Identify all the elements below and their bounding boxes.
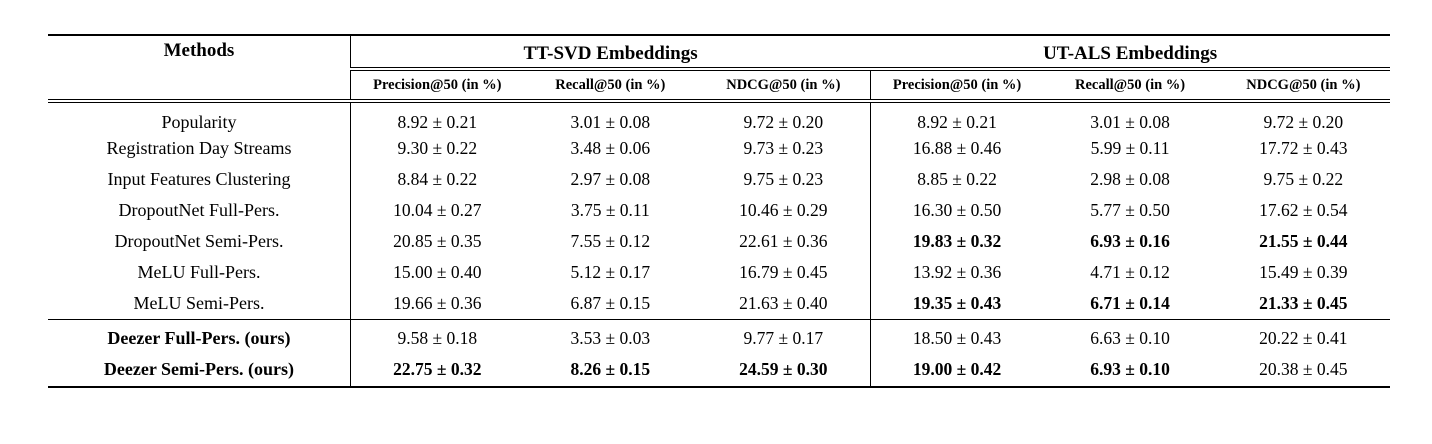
- value-cell: 8.85 ± 0.22: [869, 164, 1044, 195]
- value-cell: 2.97 ± 0.08: [570, 169, 651, 189]
- value-cell: 16.30 ± 0.50: [869, 195, 1044, 226]
- value-cell: 6.93 ± 0.16: [1090, 231, 1170, 251]
- value-cell: 17.72 ± 0.43: [1259, 138, 1348, 158]
- value-cell: 3.01 ± 0.08: [1090, 112, 1170, 132]
- value-cell: 13.92 ± 0.36: [869, 257, 1044, 288]
- value-cell: 9.72 ± 0.20: [1263, 112, 1344, 132]
- value-cell: 6.63 ± 0.10: [1043, 318, 1217, 353]
- value-cell: 19.83 ± 0.32: [869, 226, 1044, 257]
- table-row: MeLU Semi-Pers. 19.66 ± 0.36 6.87 ± 0.15 21…: [48, 288, 1390, 319]
- methods-column-header: Methods: [48, 35, 351, 103]
- value-cell: 4.71 ± 0.12: [1090, 262, 1170, 282]
- value-cell: 20.22 ± 0.41: [1216, 318, 1390, 353]
- header-group-row: Methods TT-SVD Embeddings UT-ALS Embeddi…: [48, 35, 1390, 103]
- value-cell: 20.38 ± 0.45: [1259, 359, 1348, 379]
- value-cell: 19.66 ± 0.36: [349, 288, 524, 319]
- value-cell: 8.92 ± 0.21: [349, 101, 524, 133]
- value-cell: 5.99 ± 0.11: [1090, 138, 1170, 158]
- table-row: DropoutNet Full-Pers. 10.04 ± 0.27 3.75 ± …: [48, 195, 1390, 226]
- method-cell: MeLU Semi-Pers.: [133, 292, 265, 313]
- header-metric-row: Precision@50 (in %) Recall@50 (in %) NDC…: [48, 69, 1390, 103]
- value-cell: 15.49 ± 0.39: [1259, 262, 1348, 282]
- method-cell: Registration Day Streams: [106, 138, 292, 158]
- table-body: Popularity 8.92 ± 0.21 3.01 ± 0.08 9.72 ± 0…: [48, 101, 1390, 387]
- value-cell: 6.71 ± 0.14: [1090, 292, 1170, 313]
- table-row: Popularity 8.92 ± 0.21 3.01 ± 0.08 9.72 ± 0…: [48, 101, 1390, 133]
- value-cell: 3.53 ± 0.03: [523, 318, 697, 353]
- value-cell: 9.72 ± 0.20: [743, 112, 824, 132]
- value-cell: 17.62 ± 0.54: [1259, 200, 1348, 220]
- value-cell: 22.61 ± 0.36: [739, 231, 828, 251]
- value-cell: 16.88 ± 0.46: [869, 133, 1044, 164]
- value-cell: 20.85 ± 0.35: [349, 226, 524, 257]
- metric-header-utals-ndcg: NDCG@50 (in %): [1216, 69, 1390, 103]
- value-cell: 21.33 ± 0.45: [1259, 292, 1348, 313]
- value-cell: 22.75 ± 0.32: [349, 353, 524, 387]
- metric-header-ttsvd-recall: Recall@50 (in %): [523, 69, 697, 103]
- value-cell: 9.75 ± 0.22: [1263, 169, 1344, 189]
- method-cell: Deezer Full-Pers. (ours): [48, 318, 351, 353]
- value-cell: 19.00 ± 0.42: [869, 353, 1044, 387]
- method-cell: MeLU Full-Pers.: [137, 262, 261, 282]
- value-cell: 5.12 ± 0.17: [570, 262, 651, 282]
- table-header: Methods TT-SVD Embeddings UT-ALS Embeddi…: [48, 35, 1390, 103]
- results-table: Methods TT-SVD Embeddings UT-ALS Embeddi…: [48, 34, 1390, 388]
- table-row: Deezer Full-Pers. (ours) 9.58 ± 0.18 3.53 …: [48, 318, 1390, 353]
- table-row: Registration Day Streams 9.30 ± 0.22 3.48 …: [48, 133, 1390, 164]
- value-cell: 9.75 ± 0.23: [743, 169, 824, 189]
- value-cell: 5.77 ± 0.50: [1090, 200, 1170, 220]
- value-cell: 19.35 ± 0.43: [869, 288, 1044, 319]
- value-cell: 8.92 ± 0.21: [869, 101, 1044, 133]
- value-cell: 21.55 ± 0.44: [1259, 231, 1348, 251]
- value-cell: 10.04 ± 0.27: [349, 195, 524, 226]
- value-cell: 9.30 ± 0.22: [349, 133, 524, 164]
- value-cell: 6.93 ± 0.10: [1090, 359, 1170, 379]
- method-cell: Popularity: [161, 112, 237, 132]
- table-row: DropoutNet Semi-Pers. 20.85 ± 0.35 7.55 ± …: [48, 226, 1390, 257]
- value-cell: 3.75 ± 0.11: [570, 200, 650, 220]
- value-cell: 15.00 ± 0.40: [349, 257, 524, 288]
- value-cell: 9.77 ± 0.17: [696, 318, 871, 353]
- method-cell: DropoutNet Full-Pers.: [118, 200, 280, 220]
- group-header-tt-svd: TT-SVD Embeddings: [349, 35, 871, 71]
- method-cell: Input Features Clustering: [107, 169, 291, 189]
- value-cell: 16.79 ± 0.45: [739, 262, 828, 282]
- metric-header-ttsvd-ndcg: NDCG@50 (in %): [696, 69, 871, 103]
- method-cell: DropoutNet Semi-Pers.: [114, 231, 284, 251]
- value-cell: 18.50 ± 0.43: [869, 318, 1044, 353]
- value-cell: 8.26 ± 0.15: [570, 359, 651, 379]
- value-cell: 3.01 ± 0.08: [570, 112, 651, 132]
- value-cell: 21.63 ± 0.40: [739, 292, 828, 313]
- value-cell: 8.84 ± 0.22: [349, 164, 524, 195]
- table-row: Input Features Clustering 8.84 ± 0.22 2.97…: [48, 164, 1390, 195]
- value-cell: 7.55 ± 0.12: [570, 231, 651, 251]
- table-row: Deezer Semi-Pers. (ours) 22.75 ± 0.32 8.26…: [48, 353, 1390, 387]
- method-cell: Deezer Semi-Pers. (ours): [103, 359, 295, 379]
- group-header-ut-als: UT-ALS Embeddings: [870, 35, 1390, 71]
- metric-header-utals-recall: Recall@50 (in %): [1043, 69, 1217, 103]
- value-cell: 10.46 ± 0.29: [739, 200, 828, 220]
- table-row: MeLU Full-Pers. 15.00 ± 0.40 5.12 ± 0.17 16…: [48, 257, 1390, 288]
- metric-header-utals-precision: Precision@50 (in %): [869, 69, 1044, 103]
- value-cell: 6.87 ± 0.15: [570, 292, 651, 313]
- metric-header-ttsvd-precision: Precision@50 (in %): [349, 69, 524, 103]
- value-cell: 2.98 ± 0.08: [1090, 169, 1170, 189]
- value-cell: 24.59 ± 0.30: [739, 359, 828, 379]
- value-cell: 3.48 ± 0.06: [570, 138, 651, 158]
- value-cell: 9.73 ± 0.23: [743, 138, 824, 158]
- value-cell: 9.58 ± 0.18: [349, 318, 524, 353]
